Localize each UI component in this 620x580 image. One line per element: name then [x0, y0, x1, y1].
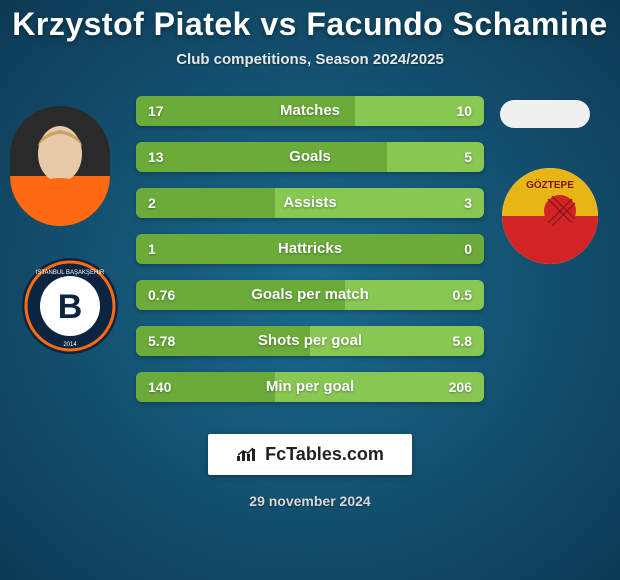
stat-label: Goals per match: [136, 280, 484, 310]
player-right-photo: [500, 100, 590, 128]
svg-text:ISTANBUL BAŞAKŞEHIR: ISTANBUL BAŞAKŞEHIR: [36, 270, 105, 276]
stat-row: 5.78Shots per goal5.8: [136, 326, 484, 356]
stat-right-value: 10: [456, 96, 472, 126]
stat-label: Shots per goal: [136, 326, 484, 356]
subtitle: Club competitions, Season 2024/2025: [0, 51, 620, 68]
svg-text:2014: 2014: [63, 342, 77, 348]
stat-right-value: 206: [449, 372, 472, 402]
player-left-photo: [10, 106, 110, 226]
stat-right-value: 3: [464, 188, 472, 218]
club-badge-right: GÖZTEPE: [500, 166, 600, 266]
stat-row: 17Matches10: [136, 96, 484, 126]
stat-row: 1Hattricks0: [136, 234, 484, 264]
chart-icon: [236, 444, 261, 464]
stat-row: 13Goals5: [136, 142, 484, 172]
header: Krzystof Piatek vs Facundo Schamine Club…: [0, 0, 620, 68]
comparison-content: B ISTANBUL BAŞAKŞEHIR 2014 GÖZTEPE 17Mat…: [0, 96, 620, 426]
stat-right-value: 5: [464, 142, 472, 172]
date-text: 29 november 2024: [0, 493, 620, 509]
stat-label: Goals: [136, 142, 484, 172]
stat-row: 0.76Goals per match0.5: [136, 280, 484, 310]
brand-text: FcTables.com: [265, 444, 384, 464]
brand-logo: FcTables.com: [208, 434, 412, 475]
svg-text:B: B: [58, 288, 83, 326]
stat-right-value: 0: [464, 234, 472, 264]
stat-label: Matches: [136, 96, 484, 126]
stat-right-value: 0.5: [453, 280, 472, 310]
stat-label: Hattricks: [136, 234, 484, 264]
club-badge-left: B ISTANBUL BAŞAKŞEHIR 2014: [20, 256, 120, 356]
stat-right-value: 5.8: [453, 326, 472, 356]
svg-text:GÖZTEPE: GÖZTEPE: [526, 178, 574, 191]
stat-row: 140Min per goal206: [136, 372, 484, 402]
page-title: Krzystof Piatek vs Facundo Schamine: [0, 6, 620, 43]
stat-label: Min per goal: [136, 372, 484, 402]
footer: FcTables.com 29 november 2024: [0, 434, 620, 509]
stat-label: Assists: [136, 188, 484, 218]
stats-bars: 17Matches1013Goals52Assists31Hattricks00…: [136, 96, 484, 418]
stat-row: 2Assists3: [136, 188, 484, 218]
